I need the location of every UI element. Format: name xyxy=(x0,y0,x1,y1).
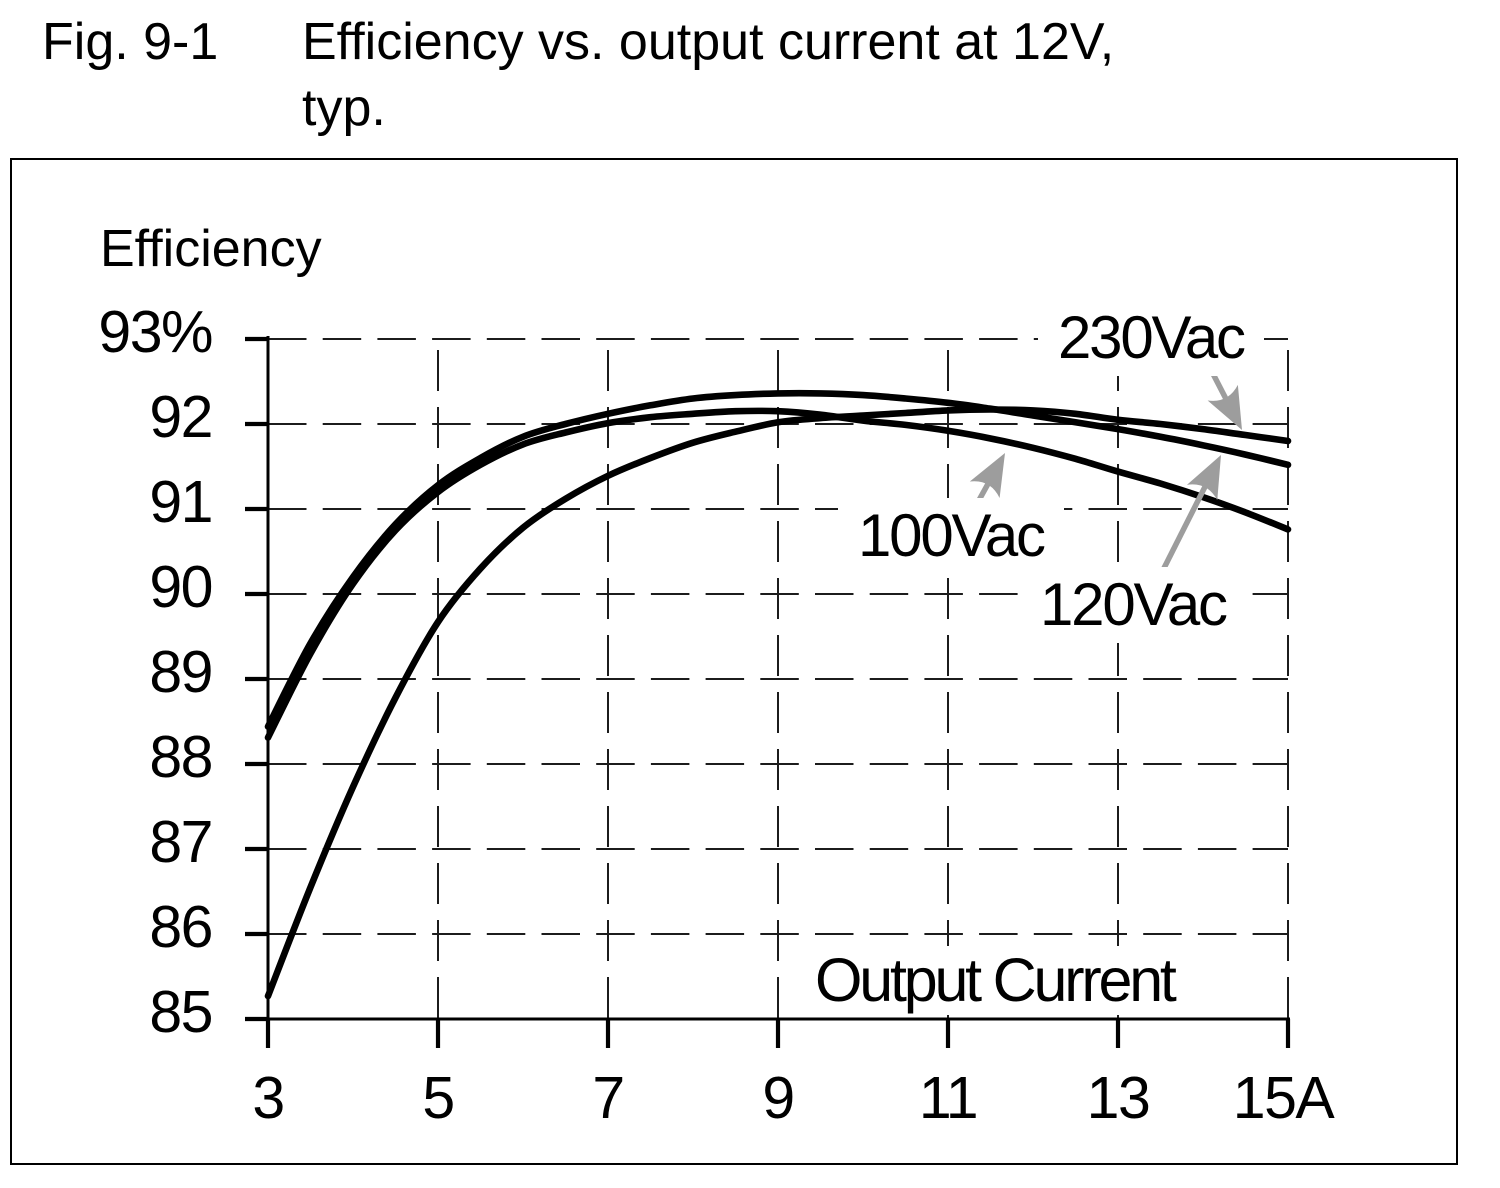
series-label-100vac: 100Vac xyxy=(838,498,1064,574)
y-axis-title: Efficiency xyxy=(100,220,322,278)
arrow-230vac-head xyxy=(1207,384,1242,430)
curve-100vac xyxy=(264,407,1292,741)
y-tick-label-89: 89 xyxy=(149,638,213,705)
arrow-120vac xyxy=(1155,455,1221,582)
y-tick-label-86: 86 xyxy=(149,893,213,960)
x-tick-label-7: 7 xyxy=(592,1065,625,1131)
curves-group xyxy=(264,389,1292,1000)
y-tick-label-91: 91 xyxy=(149,468,213,535)
figure-label: Fig. 9-1 xyxy=(42,13,219,71)
curve-230vac xyxy=(264,406,1292,1000)
y-tick-label-87: 87 xyxy=(149,808,213,875)
figure-title-line2: typ. xyxy=(302,79,386,137)
x-tick-label-9: 9 xyxy=(762,1065,795,1131)
y-tick-label-92: 92 xyxy=(149,383,213,450)
x-tick-label-5: 5 xyxy=(422,1065,455,1131)
y-tick-label-93: 93% xyxy=(98,298,213,365)
series-label-230vac: 230Vac xyxy=(1038,300,1264,376)
figure-title: Efficiency vs. output current at 12V, ty… xyxy=(302,9,1114,141)
curve-120vac xyxy=(264,389,1292,730)
series-label-120vac: 120Vac xyxy=(1020,567,1246,643)
x-tick-label-3: 3 xyxy=(252,1065,285,1131)
x-tick-label-15A: 15A xyxy=(1232,1065,1335,1131)
y-tick-label-85: 85 xyxy=(149,978,213,1045)
x-tick-label-11: 11 xyxy=(918,1065,979,1131)
y-tick-label-90: 90 xyxy=(149,553,213,620)
y-tick-label-88: 88 xyxy=(149,723,213,790)
x-tick-label-13: 13 xyxy=(1086,1065,1151,1131)
arrow-230vac xyxy=(1206,364,1242,430)
x-axis-title: Output Current xyxy=(807,946,1182,1015)
arrow-100vac-head xyxy=(969,453,1005,498)
gridlines-group xyxy=(268,338,1289,1019)
figure-title-line1: Efficiency vs. output current at 12V, xyxy=(302,13,1115,71)
arrow-120vac-shaft xyxy=(1155,484,1209,582)
axes-group xyxy=(245,336,1291,1048)
arrow-120vac-head xyxy=(1186,455,1221,501)
